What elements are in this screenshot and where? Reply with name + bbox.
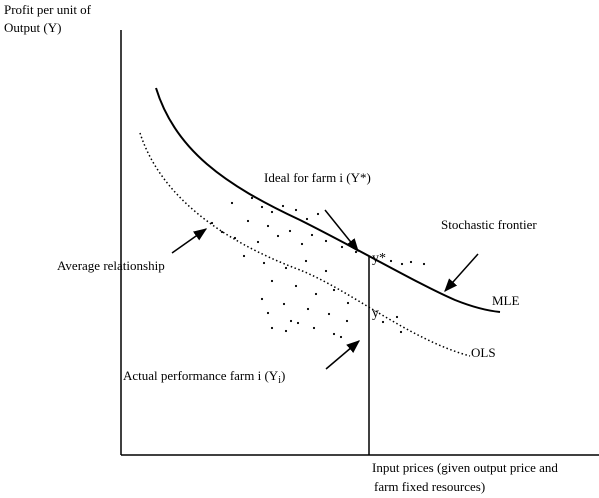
farm-observation-point — [270, 326, 274, 330]
ols-label: OLS — [471, 345, 496, 360]
farm-observation-point — [289, 319, 293, 323]
farm-observation-point — [282, 302, 286, 306]
ideal-arrow — [324, 209, 359, 253]
y-label: y — [372, 306, 379, 321]
x-axis-label-line2: farm fixed resources) — [374, 479, 485, 494]
farm-observation-point — [354, 250, 358, 254]
farm-observation-point — [210, 221, 214, 225]
farm-observation-point — [266, 224, 270, 228]
ideal-label: Ideal for farm i (Y*) — [264, 170, 371, 185]
farm-observations — [210, 196, 426, 347]
farm-observation-point — [324, 239, 328, 243]
farm-observation-point — [400, 262, 404, 266]
farm-observation-point — [314, 292, 318, 296]
farm-observation-point — [340, 245, 344, 249]
farm-observation-point — [256, 240, 260, 244]
farm-observation-point — [332, 332, 336, 336]
farm-observation-point — [270, 279, 274, 283]
actual-performance-arrow — [325, 340, 361, 370]
farm-observation-point — [260, 205, 264, 209]
farm-observation-point — [389, 259, 393, 263]
y-star-label: y* — [372, 251, 386, 266]
farm-observation-point — [409, 260, 413, 264]
farm-observation-point — [288, 229, 292, 233]
farm-observation-point — [230, 201, 234, 205]
actual-performance-subscript: i — [278, 375, 281, 386]
farm-observation-point — [399, 330, 403, 334]
average-relationship-label: Average relationship — [57, 258, 165, 273]
farm-observation-point — [262, 261, 266, 265]
actual-performance-label: Actual performance farm i (Yi) — [123, 368, 285, 386]
y-axis-label-line2: Output (Y) — [4, 20, 61, 35]
farm-observation-point — [250, 196, 254, 200]
farm-observation-point — [300, 242, 304, 246]
farm-observation-point — [260, 297, 264, 301]
farm-observation-point — [220, 230, 224, 234]
x-axis-label-line1: Input prices (given output price and — [372, 460, 558, 475]
stochastic-frontier-arrow — [444, 253, 479, 293]
farm-observation-point — [281, 204, 285, 208]
farm-observation-point — [332, 288, 336, 292]
farm-observation-point — [270, 210, 274, 214]
farm-observation-point — [276, 234, 280, 238]
farm-observation-point — [345, 319, 349, 323]
farm-observation-point — [339, 335, 343, 339]
farm-observation-point — [312, 326, 316, 330]
farm-observation-point — [305, 217, 309, 221]
farm-observation-point — [294, 284, 298, 288]
farm-observation-point — [310, 233, 314, 237]
farm-observation-point — [324, 269, 328, 273]
farm-observation-point — [381, 320, 385, 324]
actual-performance-suffix: ) — [281, 368, 285, 383]
farm-observation-point — [242, 254, 246, 258]
farm-observation-point — [284, 266, 288, 270]
ols-average-curve — [139, 132, 471, 357]
farm-observation-point — [327, 312, 331, 316]
farm-observation-point — [284, 329, 288, 333]
farm-observation-point — [316, 212, 320, 216]
stochastic-frontier-label: Stochastic frontier — [441, 217, 537, 232]
farm-observation-point — [306, 307, 310, 311]
farm-observation-point — [266, 311, 270, 315]
farm-observation-point — [246, 219, 250, 223]
y-axis-label-line1: Profit per unit of — [4, 2, 92, 17]
farm-observation-point — [395, 315, 399, 319]
mle-label: MLE — [492, 293, 520, 308]
farm-observation-point — [294, 208, 298, 212]
farm-observation-point — [233, 236, 237, 240]
actual-performance-text: Actual performance farm i (Y — [123, 368, 279, 383]
farm-observation-point — [296, 321, 300, 325]
average-relationship-arrow — [171, 228, 208, 254]
farm-observation-point — [304, 259, 308, 263]
mle-frontier-curve — [155, 87, 501, 313]
farm-observation-point — [346, 301, 350, 305]
farm-observation-point — [422, 262, 426, 266]
